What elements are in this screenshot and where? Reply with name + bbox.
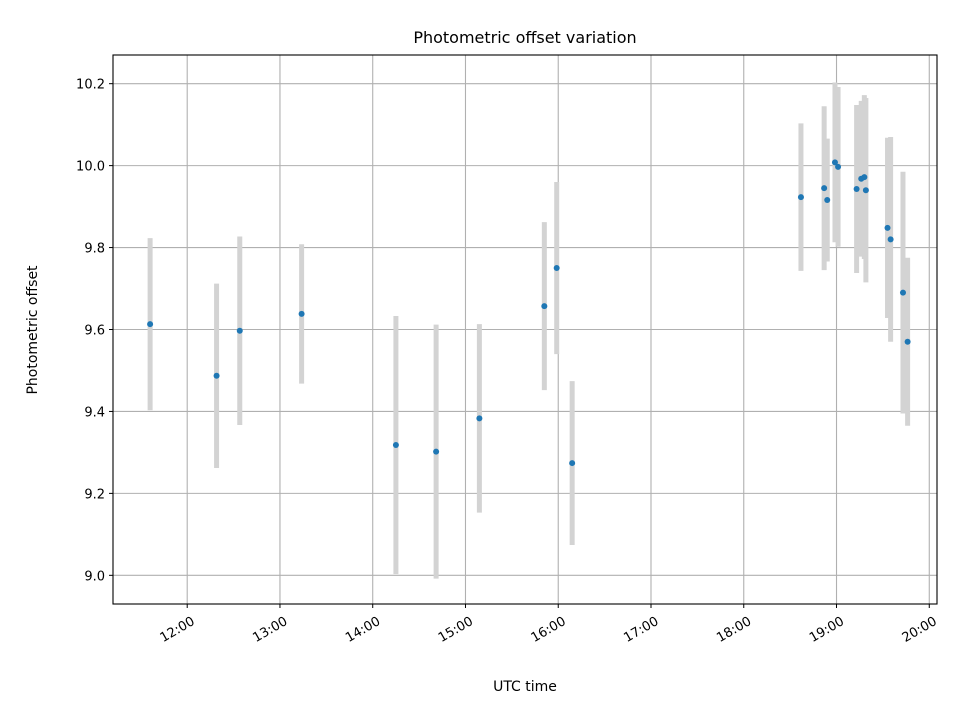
data-point bbox=[853, 185, 860, 192]
data-point bbox=[797, 194, 804, 201]
data-point bbox=[861, 174, 868, 181]
y-tick-label: 9.4 bbox=[84, 405, 105, 420]
y-axis-ticks: 9.0 9.2 9.4 9.6 9.8 10.0 10.2 bbox=[76, 78, 113, 584]
y-tick-label: 9.2 bbox=[84, 487, 105, 502]
data-point bbox=[835, 163, 842, 170]
data-point bbox=[821, 185, 828, 192]
data-point bbox=[831, 159, 838, 166]
data-point bbox=[433, 448, 440, 455]
data-point bbox=[236, 327, 243, 334]
chart-title: Photometric offset variation bbox=[413, 28, 636, 47]
y-tick-label: 9.8 bbox=[84, 242, 105, 257]
data-point bbox=[392, 442, 399, 449]
data-point bbox=[298, 310, 305, 317]
y-tick-label: 9.0 bbox=[84, 569, 105, 584]
data-point bbox=[569, 460, 576, 467]
data-point bbox=[862, 187, 869, 194]
y-tick-label: 9.6 bbox=[84, 324, 105, 339]
y-axis-label: Photometric offset bbox=[25, 265, 41, 395]
data-point bbox=[476, 415, 483, 422]
data-point bbox=[904, 338, 911, 345]
x-axis-label: UTC time bbox=[493, 679, 557, 695]
data-point bbox=[887, 236, 894, 243]
data-point bbox=[824, 197, 831, 204]
grid bbox=[113, 55, 937, 604]
y-tick-label: 10.2 bbox=[76, 78, 105, 93]
data-point bbox=[553, 265, 560, 272]
data-point bbox=[213, 372, 220, 379]
data-point bbox=[899, 289, 906, 296]
data-point bbox=[541, 303, 548, 310]
y-tick-label: 10.0 bbox=[76, 160, 105, 175]
data-points bbox=[147, 159, 911, 467]
data-point bbox=[884, 224, 891, 231]
data-point bbox=[147, 321, 154, 328]
